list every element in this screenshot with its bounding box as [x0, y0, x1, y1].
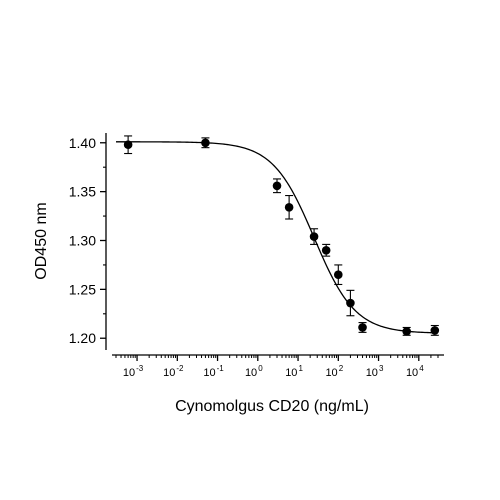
x-tick-label: 10-1: [203, 364, 224, 379]
x-tick-label: 10-3: [123, 364, 144, 379]
data-point: [333, 270, 343, 280]
data-point: [321, 245, 331, 255]
data-point-group: [430, 324, 440, 336]
y-tick-label: 1.35: [69, 184, 96, 200]
fit-curve-layer: [116, 141, 439, 334]
y-tick-label: 1.25: [69, 281, 96, 297]
axes-layer: 1.20 1.25 1.30 1.35 1.40 10-3 10-2 10-1 100 101 10…: [69, 133, 444, 379]
x-tick-label: 102: [325, 364, 343, 379]
x-tick-label: 10-2: [163, 364, 184, 379]
data-point: [346, 298, 355, 308]
data-point: [358, 323, 367, 332]
data-point: [284, 202, 294, 212]
data-point: [272, 181, 282, 191]
x-tick-label: 103: [366, 364, 384, 379]
data-point: [430, 326, 440, 335]
x-tick-label: 101: [285, 364, 303, 379]
x-tick-label: 104: [406, 364, 424, 379]
data-point-group: [201, 137, 210, 149]
x-axis-title: Cynomolgus CD20 (ng/mL): [175, 398, 369, 415]
fit-curve-line: [116, 141, 439, 334]
data-point-group: [309, 228, 319, 245]
data-points-layer: [123, 135, 440, 336]
y-tick-label: 1.40: [69, 135, 96, 151]
data-point-group: [333, 264, 343, 286]
data-point: [123, 140, 133, 150]
data-point-group: [402, 326, 411, 336]
data-point-group: [284, 194, 294, 220]
data-point-group: [346, 289, 355, 317]
data-point-group: [272, 178, 282, 194]
data-point: [309, 232, 319, 241]
y-tick-label: 1.20: [69, 330, 96, 346]
data-point: [402, 327, 411, 336]
data-point: [201, 138, 210, 148]
data-point-group: [321, 243, 331, 257]
data-point-group: [358, 322, 367, 333]
y-axis-title: OD450 nm: [33, 202, 50, 279]
y-tick-label: 1.30: [69, 233, 96, 249]
x-tick-label: 100: [245, 364, 263, 379]
data-point-group: [123, 135, 133, 155]
